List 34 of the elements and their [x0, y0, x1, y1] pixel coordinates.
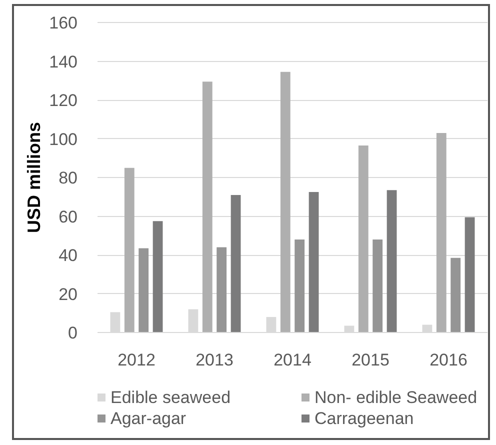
bar — [124, 168, 134, 332]
bar — [152, 221, 163, 332]
y-tick-label: 100 — [49, 130, 78, 149]
bar — [294, 240, 305, 332]
bar — [358, 146, 368, 332]
bar — [436, 132, 446, 332]
y-tick-label: 0 — [68, 324, 78, 342]
legend-label: Edible seaweed — [110, 388, 231, 407]
x-tick-label: 2015 — [352, 350, 390, 370]
x-tick-label: 2012 — [118, 350, 156, 370]
y-axis-title: USD millions — [24, 122, 44, 234]
bar — [202, 82, 212, 332]
bar — [386, 190, 397, 332]
bar — [450, 258, 461, 332]
x-tick-label: 2014 — [274, 350, 312, 370]
x-tick-label: 2016 — [430, 350, 468, 370]
y-tick-label: 140 — [49, 52, 78, 72]
y-tick-label: 40 — [58, 246, 78, 265]
y-tick-label: 60 — [58, 207, 78, 226]
bar — [280, 72, 290, 332]
x-tick-label: 2013 — [196, 350, 234, 370]
y-tick-label: 160 — [49, 14, 78, 32]
bar — [372, 240, 383, 332]
y-tick-label: 120 — [49, 91, 78, 110]
bar — [138, 248, 149, 332]
y-tick-label: 80 — [58, 168, 78, 188]
legend-label: Agar-agar — [110, 409, 186, 428]
bar — [216, 247, 227, 332]
legend-label: Carrageenan — [314, 409, 414, 428]
bar — [464, 217, 475, 332]
bar — [230, 194, 241, 332]
legend-label: Non- edible Seaweed — [314, 388, 478, 407]
bar — [308, 192, 319, 332]
y-tick-label: 20 — [58, 284, 78, 304]
